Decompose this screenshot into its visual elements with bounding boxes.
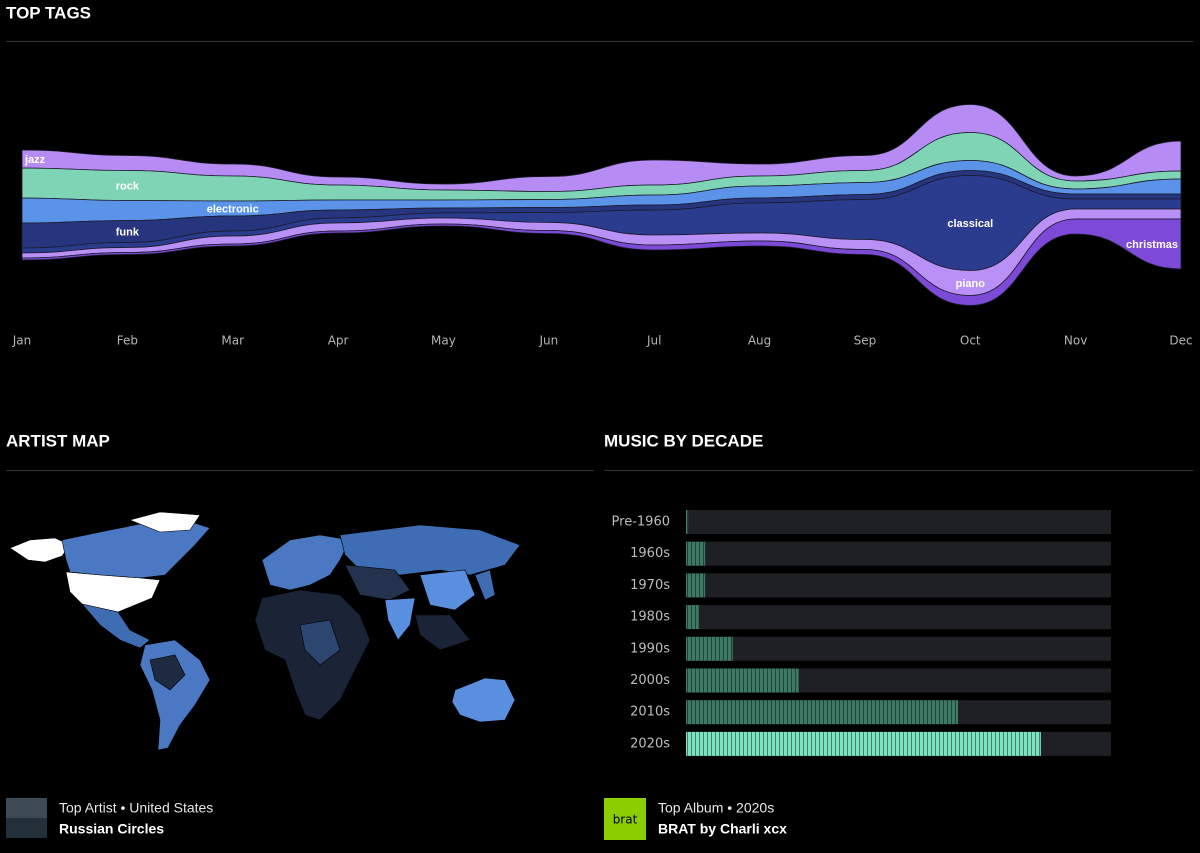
- x-tick-label: Jan: [12, 334, 32, 348]
- country: [384, 597, 416, 641]
- tag-label: electronic: [207, 203, 259, 215]
- album-cover-text: brat: [613, 813, 638, 827]
- country: [129, 511, 201, 533]
- country: [414, 614, 471, 651]
- top-artist-name[interactable]: Russian Circles: [59, 821, 164, 837]
- y-tick-label: 1980s: [630, 610, 670, 625]
- y-tick-label: 1990s: [630, 641, 670, 656]
- country: [339, 524, 521, 576]
- bar-stripes: [686, 731, 1041, 756]
- country: [474, 569, 496, 601]
- x-tick-label: Aug: [748, 334, 771, 348]
- top-album-name[interactable]: BRAT by Charli xcx: [658, 821, 787, 837]
- bar-stripes: [686, 636, 733, 661]
- y-tick-label: 2010s: [630, 705, 670, 720]
- x-tick-label: Nov: [1064, 334, 1087, 348]
- y-tick-label: 2000s: [630, 673, 670, 688]
- country: [261, 534, 351, 591]
- y-tick-label: Pre-1960: [612, 515, 670, 530]
- x-tick-label: Dec: [1169, 334, 1192, 348]
- country: [344, 564, 411, 601]
- bar-track: [686, 636, 1111, 661]
- bar-stripes: [686, 605, 699, 630]
- tag-label: classical: [947, 218, 993, 230]
- bar-track: [686, 510, 1111, 534]
- album-cover: [604, 798, 646, 840]
- y-tick-label: 1960s: [630, 546, 670, 561]
- y-tick-label: 1970s: [630, 578, 670, 593]
- top-artist-label: Top Artist • United States: [59, 800, 213, 816]
- section-title: MUSIC BY DECADE: [604, 431, 763, 450]
- tag-label: funk: [116, 226, 140, 238]
- tag-label: rock: [116, 180, 140, 192]
- country: [419, 569, 476, 611]
- y-tick-label: 2020s: [630, 736, 670, 751]
- bar-track: [686, 605, 1111, 630]
- x-tick-label: Oct: [960, 334, 981, 348]
- bar-stripes: [686, 573, 706, 598]
- x-tick-label: Feb: [117, 334, 138, 348]
- world-map: [9, 511, 521, 751]
- country: [299, 619, 341, 666]
- country: [65, 571, 161, 613]
- decade-bars: Pre-1960 1960s 1970s 1980s 1990s 2000s 2010s 20…: [612, 510, 1111, 756]
- tag-label: christmas: [1126, 239, 1178, 251]
- tag-label: jazz: [24, 154, 46, 166]
- artist-photo-shade: [6, 818, 47, 838]
- bar-track: [686, 573, 1111, 598]
- x-tick-label: Sep: [854, 334, 877, 348]
- stream-layer: [21, 218, 1182, 306]
- streamgraph: jazz rock electronic funk classical piano chri…: [12, 104, 1193, 348]
- top-artist: Top Artist • United States Russian Circl…: [6, 798, 213, 838]
- x-tick-label: Apr: [328, 334, 349, 348]
- x-tick-label: Jul: [646, 334, 661, 348]
- x-tick-label: Mar: [221, 334, 244, 348]
- section-title: TOP TAGS: [6, 3, 91, 22]
- country: [9, 537, 71, 563]
- country: [149, 654, 186, 691]
- section-title: ARTIST MAP: [6, 431, 110, 450]
- bar-stripes: [686, 541, 706, 566]
- x-tick-label: May: [431, 334, 456, 348]
- top-album-label: Top Album • 2020s: [658, 800, 774, 816]
- country: [451, 677, 516, 723]
- bar-stripes: [686, 668, 799, 693]
- tag-label: piano: [956, 278, 986, 290]
- x-tick-label: Jun: [538, 334, 558, 348]
- country: [81, 603, 151, 649]
- top-album: brat Top Album • 2020s BRAT by Charli xc…: [604, 798, 787, 840]
- bar-track: [686, 541, 1111, 566]
- bar-stripes: [686, 510, 689, 534]
- bar-stripes: [686, 700, 958, 725]
